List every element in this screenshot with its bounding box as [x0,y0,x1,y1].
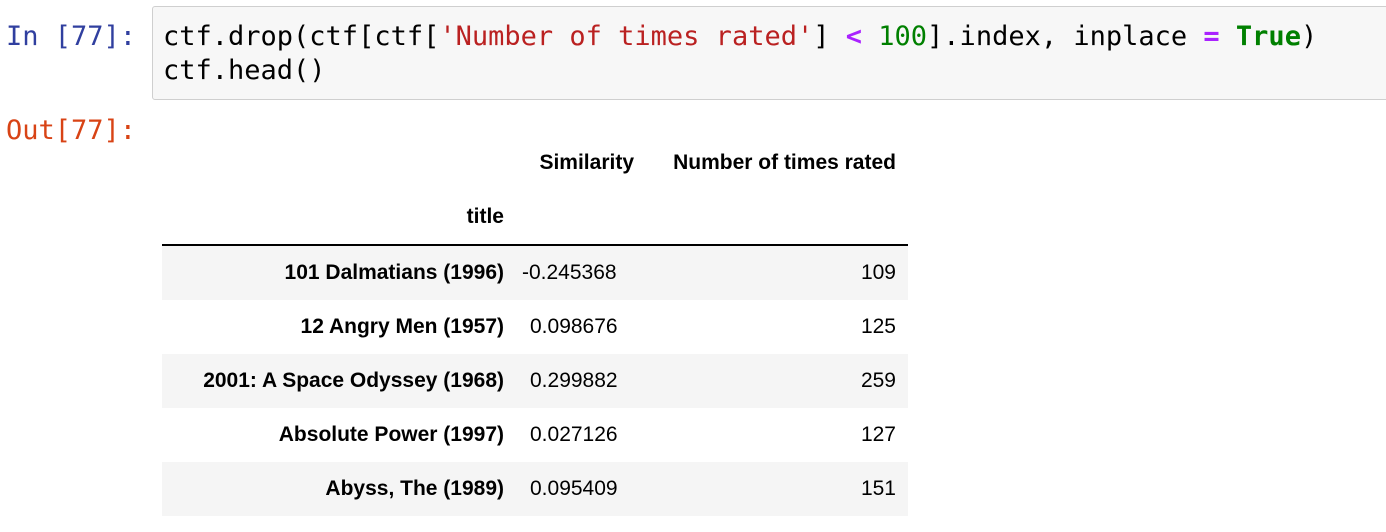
rated-value: 259 [860,369,896,392]
similarity-value: 0.027126 [530,423,618,446]
code-line-2: ctf.head() [163,55,326,86]
input-prompt: In [77]: [6,21,137,52]
row-title: Absolute Power (1997) [278,423,504,446]
similarity-value: 0.299882 [530,369,618,392]
rated-value: 109 [860,261,896,284]
operator-less-than: < [845,21,862,52]
keyword-true: True [1235,21,1301,52]
column-header-similarity: Similarity [539,151,634,174]
rated-value: 151 [860,477,896,500]
index-name-title: title [162,190,516,246]
code-cell-input[interactable]: ctf.drop(ctf[ctf['Number of times rated'… [152,6,1386,100]
number-literal: 100 [878,21,928,52]
row-title: 12 Angry Men (1957) [300,315,504,338]
similarity-value: 0.095409 [530,477,618,500]
code-editor[interactable]: ctf.drop(ctf[ctf['Number of times rated'… [163,20,1317,88]
column-header-row: Similarity Number of times rated [162,136,908,190]
index-header-row: title [162,190,908,246]
header-blank [516,190,640,246]
header-blank [640,190,908,246]
row-title: Abyss, The (1989) [325,477,504,500]
operator-assign: = [1203,21,1220,52]
similarity-value: -0.245368 [522,261,617,284]
table-row: Abyss, The (1989) 0.095409 151 [162,462,908,516]
code-line-1: ctf.drop(ctf[ctf['Number of times rated'… [163,21,1318,52]
rated-value: 125 [860,315,896,338]
string-literal: 'Number of times rated' [439,21,814,52]
row-title: 2001: A Space Odyssey (1968) [203,369,504,392]
table-row: Absolute Power (1997) 0.027126 127 [162,408,908,462]
table-row: 2001: A Space Odyssey (1968) 0.299882 25… [162,354,908,408]
similarity-value: 0.098676 [530,315,618,338]
output-prompt: Out[77]: [6,115,137,146]
table-row: 12 Angry Men (1957) 0.098676 125 [162,300,908,354]
row-title: 101 Dalmatians (1996) [284,261,504,284]
dataframe-table: Similarity Number of times rated title 1… [162,136,908,516]
column-header-rated: Number of times rated [673,151,896,174]
header-blank [162,136,516,190]
rated-value: 127 [860,423,896,446]
table-row: 101 Dalmatians (1996) -0.245368 109 [162,245,908,300]
